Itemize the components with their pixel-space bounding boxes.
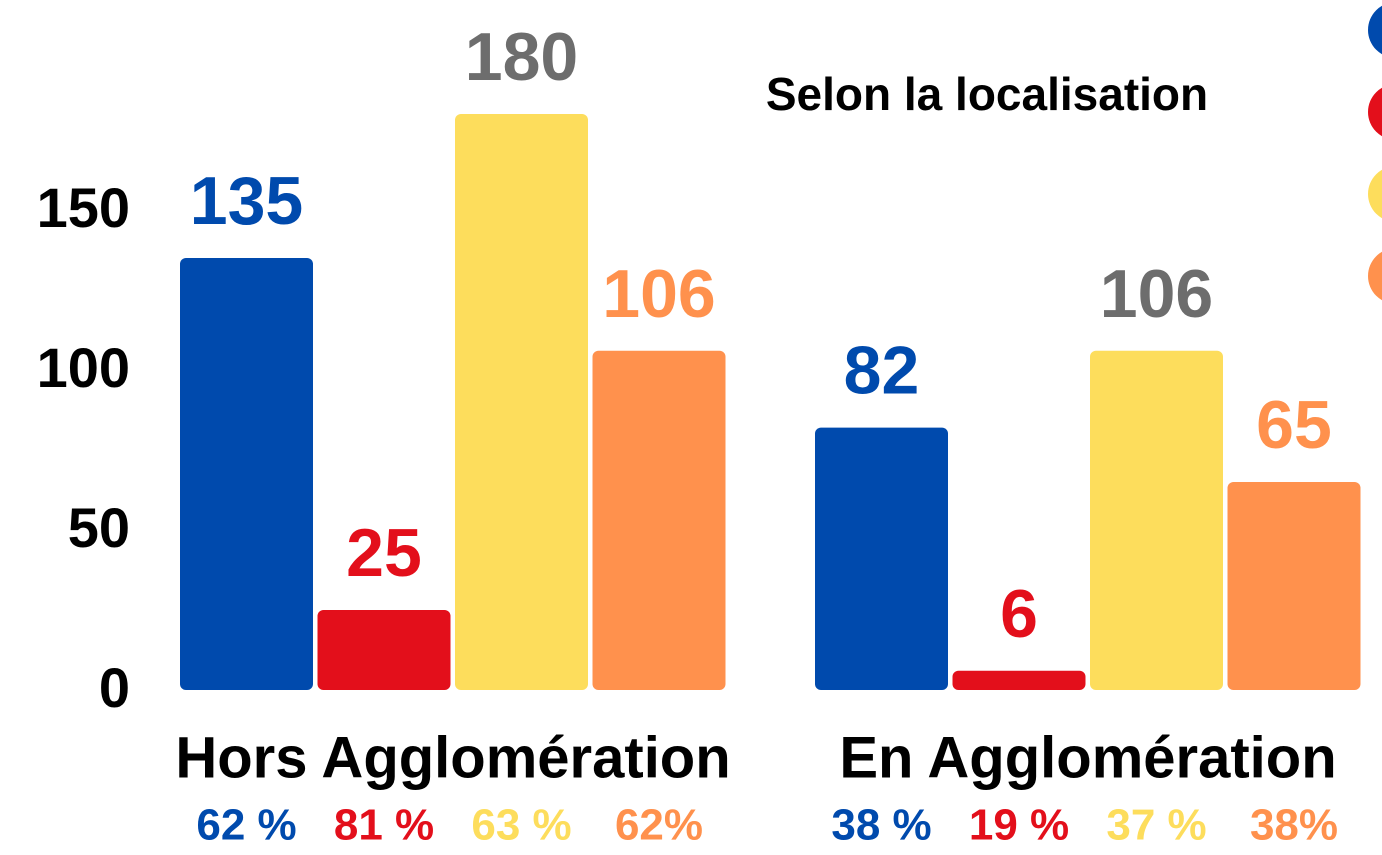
y-tick-label: 0 bbox=[99, 656, 130, 719]
bar bbox=[1227, 482, 1361, 690]
share-label: 63 % bbox=[471, 801, 571, 850]
legend-marker bbox=[1368, 87, 1382, 137]
y-tick-label: 150 bbox=[37, 176, 130, 239]
bar bbox=[1090, 350, 1223, 690]
legend-marker bbox=[1368, 5, 1382, 55]
share-label: 81 % bbox=[334, 801, 434, 850]
data-label: 135 bbox=[190, 163, 303, 239]
data-label: 25 bbox=[346, 515, 422, 591]
data-label: 82 bbox=[844, 333, 920, 409]
bar bbox=[455, 114, 588, 690]
data-label: 106 bbox=[1100, 256, 1213, 332]
legend-marker bbox=[1368, 251, 1382, 301]
share-label: 38 % bbox=[831, 801, 931, 850]
share-label: 37 % bbox=[1106, 801, 1206, 850]
x-tick-label: En Agglomération bbox=[839, 725, 1336, 790]
share-label: 19 % bbox=[969, 801, 1069, 850]
share-label: 62% bbox=[615, 801, 703, 850]
legend-marker bbox=[1368, 169, 1382, 219]
y-tick-label: 100 bbox=[37, 336, 130, 399]
chart-title: Selon la localisation bbox=[766, 68, 1208, 120]
bar bbox=[952, 670, 1086, 690]
share-label: 38% bbox=[1250, 801, 1338, 850]
data-label: 180 bbox=[465, 19, 578, 95]
bar bbox=[317, 610, 451, 690]
data-label: 65 bbox=[1256, 387, 1332, 463]
x-tick-label: Hors Agglomération bbox=[175, 725, 730, 790]
y-tick-label: 50 bbox=[68, 496, 130, 559]
bar bbox=[592, 350, 726, 690]
data-label: 6 bbox=[1000, 576, 1038, 652]
bar bbox=[180, 258, 313, 690]
bar bbox=[815, 427, 948, 690]
share-label: 62 % bbox=[196, 801, 296, 850]
data-label: 106 bbox=[602, 256, 715, 332]
